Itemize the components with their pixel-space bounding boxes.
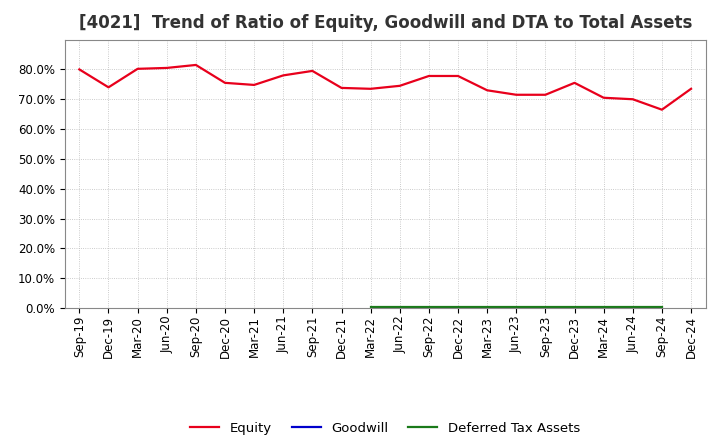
- Equity: [104, 84, 113, 90]
- Equity: [163, 65, 171, 70]
- Equity: [541, 92, 550, 97]
- Equity: [133, 66, 142, 71]
- Equity: [337, 85, 346, 91]
- Equity: [425, 73, 433, 79]
- Equity: [687, 86, 696, 92]
- Deferred Tax Assets: [425, 304, 433, 309]
- Deferred Tax Assets: [395, 304, 404, 309]
- Deferred Tax Assets: [657, 304, 666, 309]
- Deferred Tax Assets: [454, 304, 462, 309]
- Equity: [250, 82, 258, 88]
- Equity: [657, 107, 666, 112]
- Deferred Tax Assets: [599, 304, 608, 309]
- Equity: [279, 73, 287, 78]
- Equity: [75, 67, 84, 72]
- Deferred Tax Assets: [512, 304, 521, 309]
- Deferred Tax Assets: [541, 304, 550, 309]
- Equity: [629, 97, 637, 102]
- Legend: Equity, Goodwill, Deferred Tax Assets: Equity, Goodwill, Deferred Tax Assets: [185, 417, 585, 440]
- Deferred Tax Assets: [366, 304, 375, 309]
- Line: Equity: Equity: [79, 65, 691, 110]
- Deferred Tax Assets: [570, 304, 579, 309]
- Deferred Tax Assets: [483, 304, 492, 309]
- Equity: [512, 92, 521, 97]
- Equity: [308, 68, 317, 73]
- Deferred Tax Assets: [629, 304, 637, 309]
- Title: [4021]  Trend of Ratio of Equity, Goodwill and DTA to Total Assets: [4021] Trend of Ratio of Equity, Goodwil…: [78, 15, 692, 33]
- Equity: [570, 80, 579, 85]
- Equity: [599, 95, 608, 100]
- Equity: [192, 62, 200, 68]
- Equity: [220, 80, 229, 85]
- Equity: [454, 73, 462, 79]
- Equity: [366, 86, 375, 92]
- Equity: [395, 83, 404, 88]
- Equity: [483, 88, 492, 93]
